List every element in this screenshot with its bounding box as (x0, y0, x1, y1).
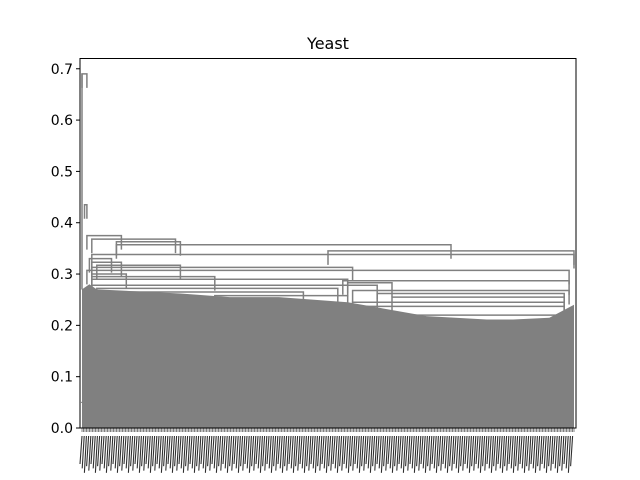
y-tick-label: 0.1 (51, 370, 73, 386)
merge-link (96, 264, 182, 280)
x-leaf-labels (79, 435, 574, 473)
merge-link (91, 238, 177, 254)
merge-link (86, 269, 570, 285)
merge-link (91, 291, 305, 306)
y-tick-label: 0.7 (51, 62, 73, 78)
merge-link (214, 294, 349, 310)
merge-link (342, 279, 570, 295)
x-tick-marks (81, 428, 575, 432)
link-layer (81, 73, 575, 403)
y-tick-label: 0.6 (51, 113, 73, 129)
x-leaf-label-layer (79, 435, 574, 473)
y-axis: 0.0 0.1 0.2 0.3 0.4 0.5 0.6 0.7 (51, 62, 80, 437)
y-tick-label: 0.2 (51, 318, 73, 334)
merge-link (86, 234, 123, 250)
chart-title: Yeast (306, 34, 349, 53)
y-tick-label: 0.4 (51, 216, 73, 232)
merge-link (115, 244, 452, 259)
merge-link (351, 305, 565, 321)
merge-link (450, 319, 556, 335)
merge-link (351, 289, 570, 305)
merge-link (83, 204, 88, 219)
plot-frame (79, 58, 577, 429)
merge-link (405, 314, 560, 330)
y-tick-label: 0.0 (51, 421, 73, 437)
y-tick-label: 0.3 (51, 267, 73, 283)
x-tick-layer (81, 428, 575, 432)
y-tick-label: 0.5 (51, 164, 73, 180)
